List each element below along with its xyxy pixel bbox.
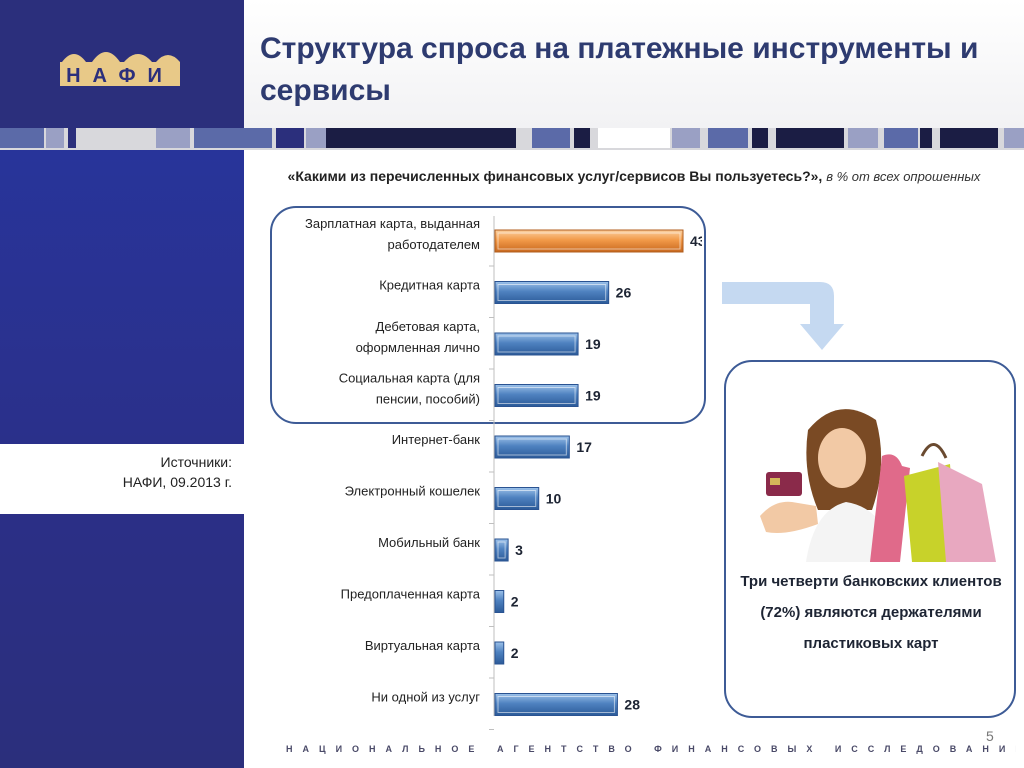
bar <box>494 641 505 665</box>
bar-chart: 43 Зарплатная карта, выданная работодателе… <box>305 216 702 730</box>
category-label: Зарплатная карта, выданная <box>305 216 480 231</box>
category-label: Предоплаченная карта <box>341 587 481 602</box>
category-label: Виртуальная карта <box>365 638 481 653</box>
category-label: Ни одной из услуг <box>371 690 480 705</box>
data-label: 19 <box>585 336 601 352</box>
sidebar-top: НАФИ <box>0 0 244 128</box>
woman-with-card-photo <box>746 392 1004 562</box>
stripe-segment <box>920 128 932 148</box>
bar <box>494 590 505 613</box>
survey-question: «Какими из перечисленных финансовых услу… <box>258 166 1010 187</box>
bar <box>494 281 610 304</box>
bar-bevel <box>497 490 537 507</box>
category-label: Интернет-банк <box>392 432 481 447</box>
page-number: 5 <box>986 728 994 744</box>
stripe-segment <box>68 128 76 148</box>
category-label: Социальная карта (для <box>339 371 480 386</box>
bar <box>494 229 684 253</box>
data-label: 28 <box>624 697 640 713</box>
nafi-logo-icon: НАФИ <box>60 52 180 87</box>
bar <box>494 435 570 459</box>
bar-bevel <box>497 541 506 559</box>
stripe-segment <box>884 128 918 148</box>
bar-bevel <box>497 284 607 301</box>
footer-organization: НАЦИОНАЛЬНОЕ АГЕНТСТВО ФИНАНСОВЫХ ИССЛЕД… <box>286 744 1016 754</box>
bar <box>494 693 618 716</box>
bar <box>494 332 579 356</box>
question-note: в % от всех опрошенных <box>826 169 981 184</box>
stripe-segment <box>0 128 44 148</box>
stripe-segment <box>326 128 516 148</box>
question-text: «Какими из перечисленных финансовых услу… <box>287 168 823 184</box>
data-label: 2 <box>511 594 519 610</box>
stripe-segment <box>276 128 304 148</box>
data-label: 10 <box>546 491 562 507</box>
arrow-icon <box>722 282 844 350</box>
category-label: Электронный кошелек <box>345 484 481 499</box>
bar <box>494 384 579 407</box>
page-title: Структура спроса на платежные инструмент… <box>260 32 979 107</box>
bar-bevel <box>497 335 576 353</box>
callout-box: Три четверти банковских клиентов (72%) я… <box>724 360 1016 718</box>
data-label: 3 <box>515 542 523 558</box>
category-label: работодателем <box>388 237 481 252</box>
bar-bevel <box>497 438 567 456</box>
bar-bevel <box>497 387 576 404</box>
data-label: 43 <box>690 233 702 249</box>
stripe-segment <box>306 128 326 148</box>
bar-bevel <box>497 696 615 713</box>
title-area: Структура спроса на платежные инструмент… <box>244 0 1024 128</box>
stripe-segment <box>752 128 768 148</box>
stripe-segment <box>598 128 670 148</box>
logo-text: НАФИ <box>66 65 174 87</box>
sources-label: Источники: <box>160 454 232 470</box>
highlight-frame <box>270 206 706 424</box>
stripe-segment <box>940 128 998 148</box>
stripe-segment <box>776 128 844 148</box>
stripe-segment <box>848 128 878 148</box>
data-label: 2 <box>511 645 519 661</box>
data-label: 19 <box>585 388 601 404</box>
category-label: Дебетовая карта, <box>376 319 480 334</box>
stripe-segment <box>1004 128 1024 148</box>
stripe-segment <box>46 128 64 148</box>
stripe-segment <box>708 128 748 148</box>
stripe-segment <box>194 128 272 148</box>
stripe-segment <box>672 128 700 148</box>
bar <box>494 487 540 510</box>
category-label: пенсии, пособий) <box>376 392 480 407</box>
decorative-stripe <box>0 128 1024 150</box>
sources-text: НАФИ, 09.2013 г. <box>122 474 232 490</box>
stripe-segment <box>532 128 570 148</box>
category-label: Мобильный банк <box>378 535 480 550</box>
stripe-segment <box>574 128 590 148</box>
category-label: оформленная лично <box>356 340 480 355</box>
callout-text: Три четверти банковских клиентов (72%) я… <box>740 573 1002 652</box>
data-label: 17 <box>576 439 592 455</box>
data-label: 26 <box>616 285 632 301</box>
bar-bevel <box>497 232 681 250</box>
stripe-segment <box>156 128 190 148</box>
category-label: Кредитная карта <box>379 278 481 293</box>
sources-panel: Источники: НАФИ, 09.2013 г. <box>0 444 244 514</box>
